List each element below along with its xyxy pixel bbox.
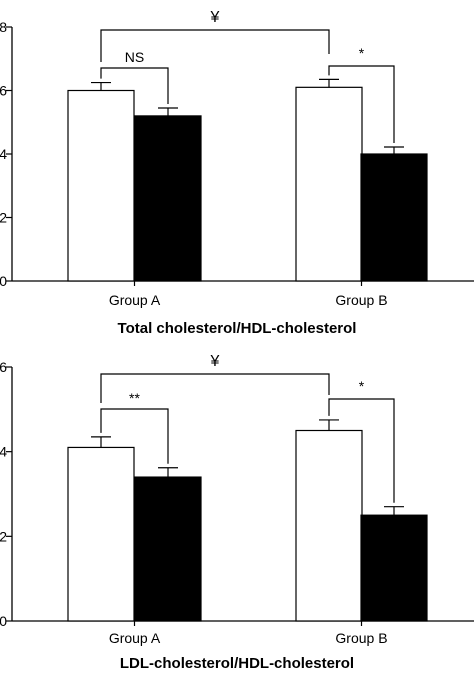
bar-group-b-black [360,514,428,622]
significance-bracket [328,398,395,503]
bar-group-a-white [67,89,135,282]
x-tick-label: Group A [109,292,161,308]
between-group-label: ¥ [210,353,220,370]
y-tick-label: 4 [0,146,7,162]
between-group-bracket [100,373,330,403]
significance-label: * [359,45,365,61]
y-tick-label: 2 [0,528,7,544]
x-tick-label: Group B [335,630,387,646]
y-tick-label: 0 [0,613,7,629]
bar-group-a-white [67,446,135,622]
bar-group-a-black [134,476,202,622]
y-tick-label: 4 [0,444,7,460]
significance-label: NS [125,49,144,65]
chart-panel-total-hdl: 0 2 4 6 8 Group A Group B NS * ¥ Total cholesterol… [0,9,474,337]
significance-bracket [100,67,169,104]
x-tick-label: Group A [109,630,161,646]
bar-group-b-black [360,153,428,282]
bar-group-b-white [295,86,363,282]
between-group-label: ¥ [210,9,220,26]
significance-bracket [100,408,169,464]
y-tick-label: 6 [0,359,7,375]
bar-group-a-black [134,115,202,282]
significance-label: ** [129,390,140,406]
y-tick-label: 6 [0,83,7,99]
bar-group-b-white [295,429,363,622]
chart-title: Total cholesterol/HDL-cholesterol [118,320,357,337]
significance-label: * [359,378,365,394]
y-tick-label: 0 [0,273,7,289]
x-tick-label: Group B [335,292,387,308]
y-tick-label: 2 [0,210,7,226]
y-tick-label: 8 [0,19,7,35]
between-group-bracket [100,29,330,62]
chart-title: LDL-cholesterol/HDL-cholesterol [120,655,354,672]
significance-bracket [328,65,395,144]
